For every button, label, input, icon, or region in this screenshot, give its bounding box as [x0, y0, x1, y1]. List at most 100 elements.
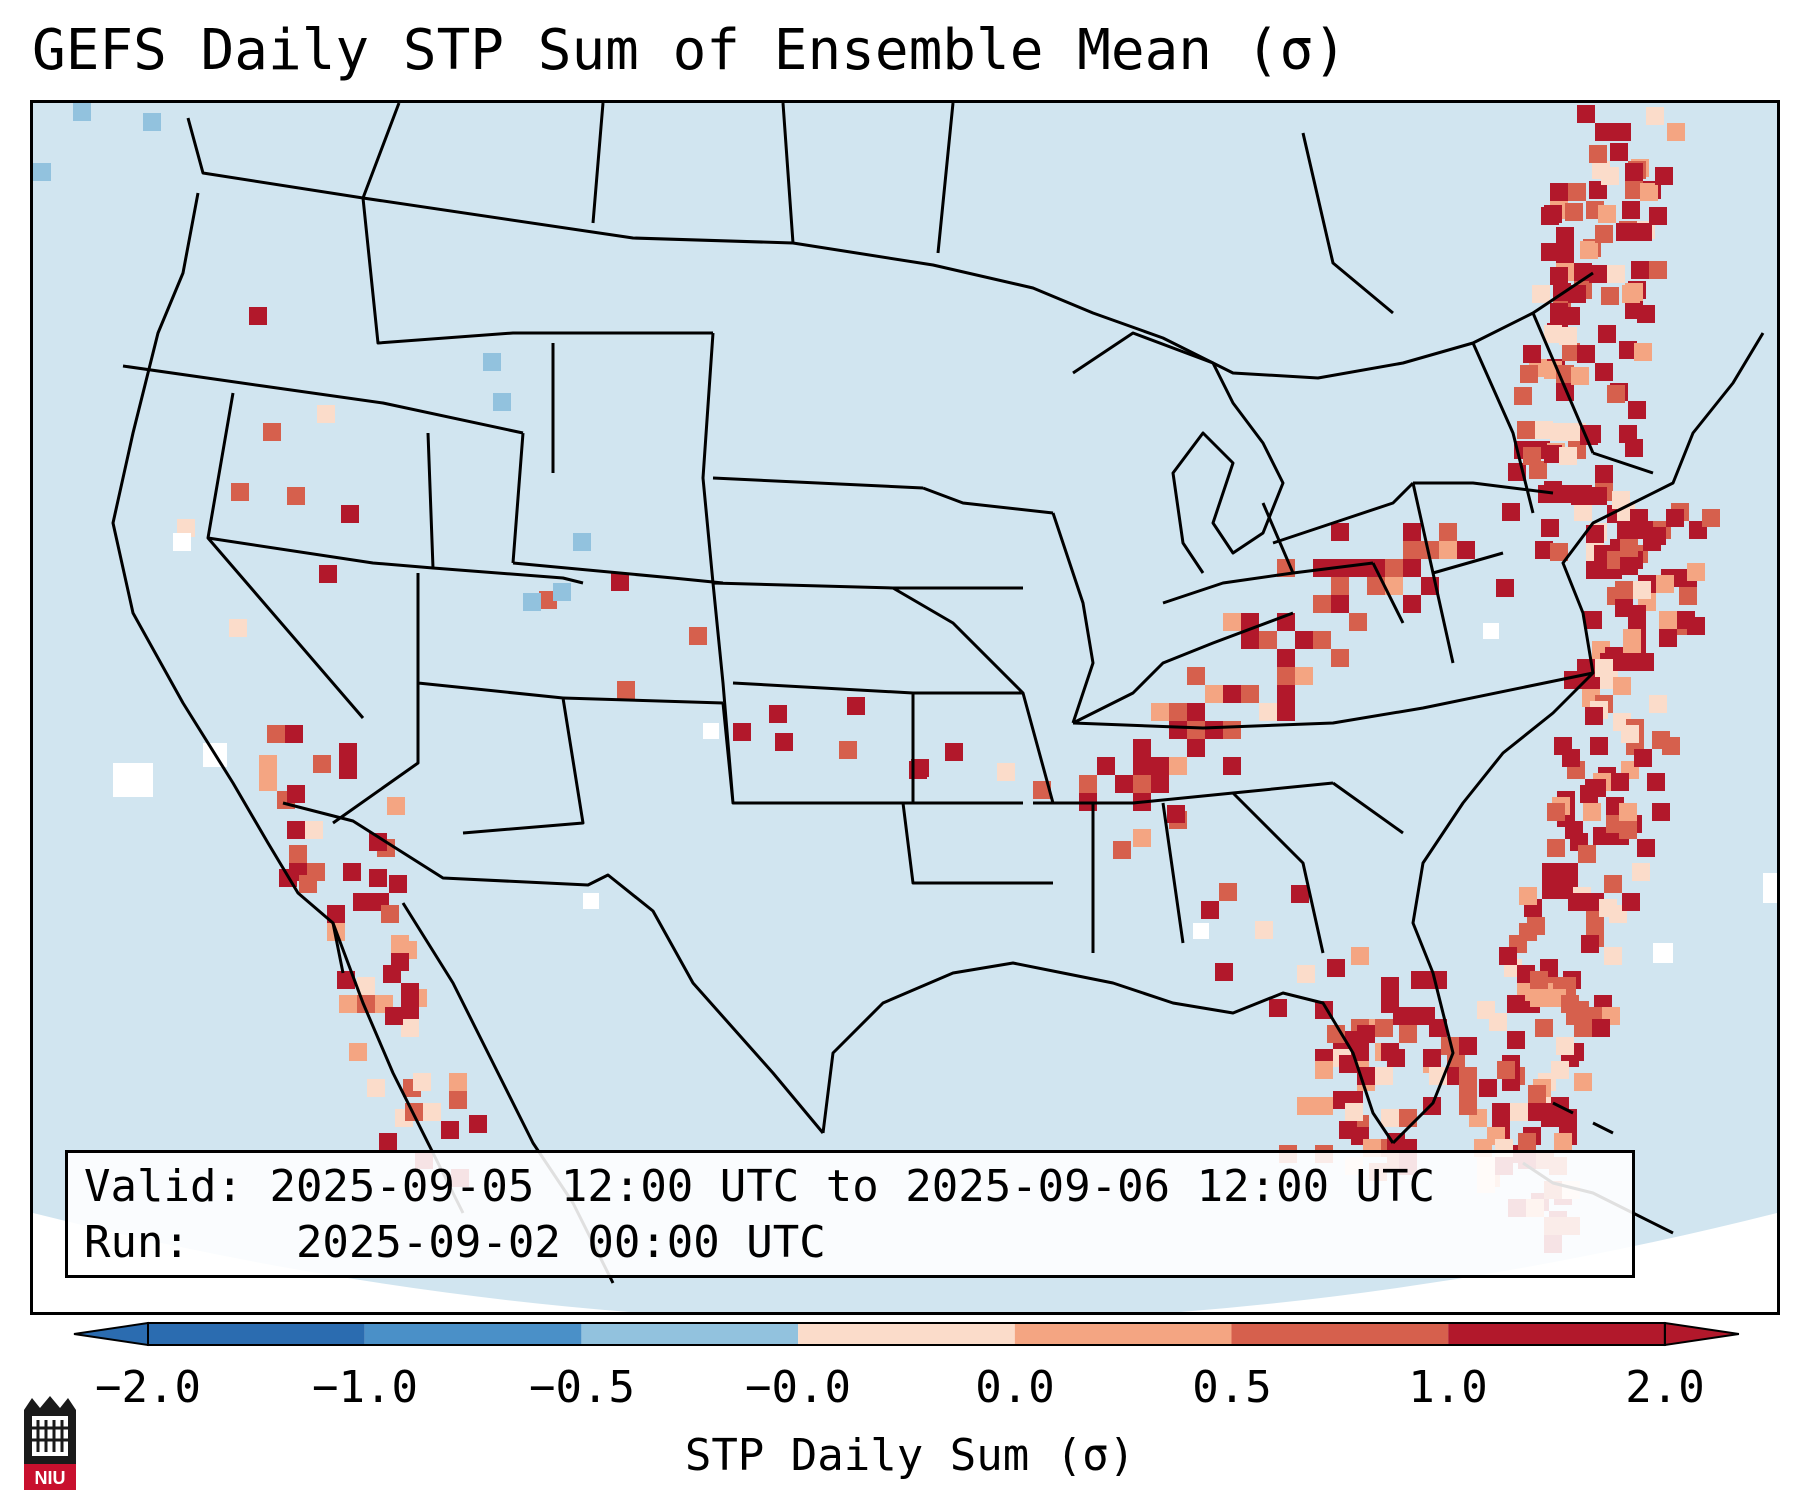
anomaly-cell — [1297, 965, 1315, 983]
anomaly-cell — [299, 875, 317, 893]
anomaly-cell — [1653, 943, 1673, 963]
anomaly-cell — [1385, 577, 1403, 595]
anomaly-cell — [387, 797, 405, 815]
anomaly-cell — [1385, 559, 1403, 577]
anomaly-cell — [1514, 387, 1532, 405]
anomaly-cell — [1169, 703, 1187, 721]
colorbar-extend-low — [73, 1321, 149, 1347]
anomaly-cell — [1580, 241, 1598, 259]
anomaly-cell — [1507, 995, 1525, 1013]
anomaly-cell — [1535, 421, 1553, 439]
anomaly-cell — [769, 705, 787, 723]
colorbar-tick: −2.0 — [95, 1362, 201, 1413]
anomaly-cell — [1554, 1133, 1572, 1151]
anomaly-cell — [383, 965, 401, 983]
anomaly-cell — [339, 761, 357, 779]
anomaly-cell — [1167, 805, 1185, 823]
anomaly-cell — [1618, 653, 1636, 671]
anomaly-cell — [1561, 995, 1579, 1013]
anomaly-cell — [1640, 183, 1658, 201]
anomaly-cell — [449, 1073, 467, 1091]
anomaly-cell — [1544, 445, 1562, 463]
anomaly-cell — [1583, 803, 1601, 821]
anomaly-cell — [1187, 739, 1205, 757]
anomaly-cell — [1562, 307, 1580, 325]
anomaly-cell — [1535, 541, 1553, 559]
anomaly-cell — [1527, 917, 1545, 935]
anomaly-cell — [1439, 523, 1457, 541]
anomaly-cell — [1577, 105, 1595, 123]
anomaly-cell — [469, 1115, 487, 1133]
anomaly-cell — [1568, 285, 1586, 303]
anomaly-cell — [1033, 781, 1051, 799]
anomaly-cell — [1541, 519, 1559, 537]
anomaly-cell — [1331, 523, 1349, 541]
anomaly-cell — [611, 573, 629, 591]
logo-text: NIU — [35, 1468, 66, 1488]
anomaly-cell — [839, 741, 857, 759]
anomaly-cell — [1568, 893, 1586, 911]
anomaly-cell — [1588, 779, 1606, 797]
anomaly-cell — [1399, 1007, 1417, 1025]
anomaly-cell — [1634, 223, 1652, 241]
anomaly-cell — [287, 821, 305, 839]
anomaly-cell — [317, 405, 335, 423]
anomaly-cell — [1331, 649, 1349, 667]
anomaly-cell — [1607, 385, 1625, 403]
anomaly-cell — [1375, 1019, 1393, 1037]
anomaly-cell — [1528, 1085, 1546, 1103]
anomaly-cell — [1169, 757, 1187, 775]
anomaly-cell — [1589, 265, 1607, 283]
anomaly-cell — [1574, 1019, 1592, 1037]
anomaly-cell — [1357, 1025, 1375, 1043]
anomaly-cell — [1518, 1133, 1536, 1151]
anomaly-cell — [1568, 183, 1586, 201]
anomaly-cell — [1613, 677, 1631, 695]
anomaly-cell — [1625, 181, 1643, 199]
anomaly-cell — [441, 1121, 459, 1139]
colorbar-frame — [147, 1322, 1666, 1346]
anomaly-cell — [1133, 739, 1151, 757]
anomaly-cell — [423, 1103, 441, 1121]
anomaly-cell — [1578, 845, 1596, 863]
anomaly-cell — [1565, 821, 1583, 839]
anomaly-cell — [287, 487, 305, 505]
niu-logo-icon: NIU — [24, 1396, 76, 1490]
anomaly-cell — [1542, 881, 1560, 899]
anomaly-cell — [1133, 757, 1151, 775]
colorbar-label: STP Daily Sum (σ) — [684, 1430, 1136, 1481]
anomaly-cell — [1636, 653, 1654, 671]
anomaly-cell — [1577, 345, 1595, 363]
anomaly-cell — [1411, 971, 1429, 989]
west-states — [122, 197, 713, 835]
anomaly-cell — [1547, 803, 1565, 821]
anomaly-cell — [1592, 1019, 1610, 1037]
anomaly-cell — [1115, 775, 1133, 793]
us-mexico-border — [282, 801, 825, 1134]
east-states — [1033, 482, 1594, 954]
anomaly-cell — [1647, 773, 1665, 791]
run-label: Run: — [84, 1217, 190, 1268]
anomaly-cell — [1205, 721, 1223, 739]
anomaly-cell — [1659, 611, 1677, 629]
pacific-coast — [111, 192, 345, 974]
anomaly-cell — [1205, 685, 1223, 703]
anomaly-cell — [1349, 613, 1367, 631]
anomaly-cell — [401, 983, 419, 1001]
anomaly-cell — [1403, 541, 1421, 559]
anomaly-cell — [1622, 285, 1640, 303]
anomaly-cell — [1538, 485, 1556, 503]
anomaly-cell — [369, 833, 387, 851]
anomaly-cell — [1223, 757, 1241, 775]
anomaly-cell — [1625, 439, 1643, 457]
anomaly-cell — [177, 519, 195, 537]
colorbar-tick: 0.5 — [1192, 1362, 1272, 1413]
anomaly-cell — [1632, 863, 1650, 881]
colorbar-segment — [581, 1323, 799, 1345]
validity-box: Valid: 2025-09-05 12:00 UTC to 2025-09-0… — [65, 1150, 1635, 1278]
anomaly-cell — [1255, 921, 1273, 939]
anomaly-cells — [33, 103, 1777, 1253]
anomaly-cell — [1559, 327, 1577, 345]
anomaly-cell — [113, 763, 153, 797]
gulf-coast — [821, 961, 1395, 1144]
